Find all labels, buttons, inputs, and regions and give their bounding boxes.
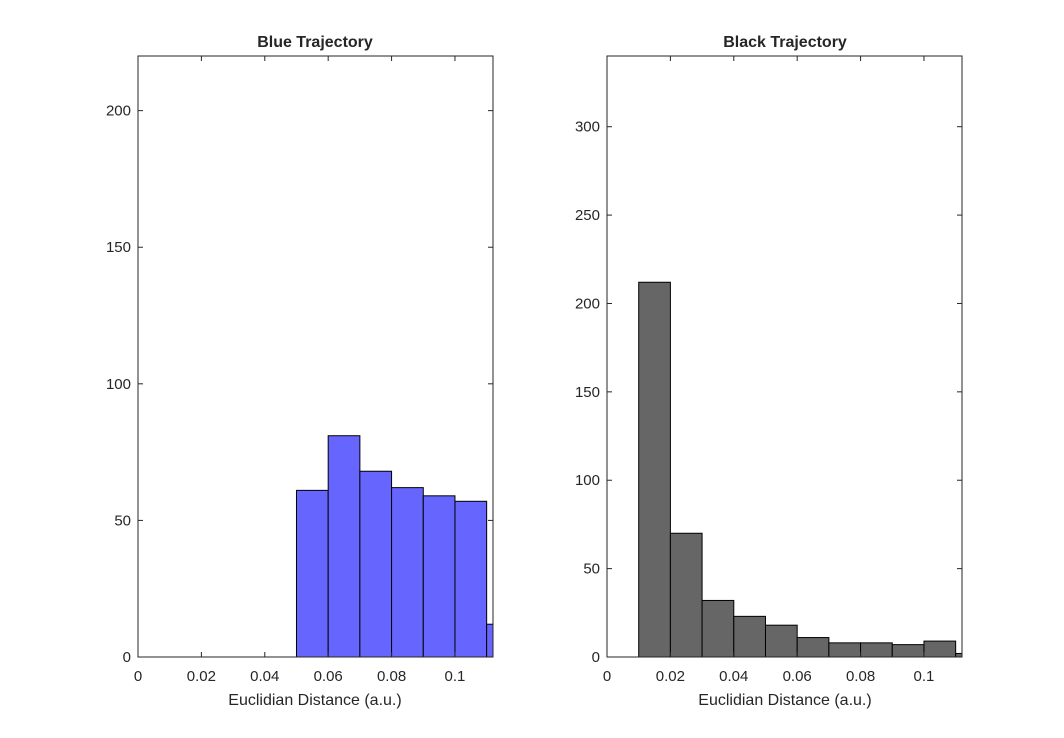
x-axis-label: Euclidian Distance (a.u.) [698, 692, 871, 709]
axes-box [137, 55, 494, 658]
chart-title: Blue Trajectory [257, 34, 373, 51]
histogram-bar [669, 532, 703, 657]
histogram-bar [891, 644, 925, 657]
x-tick-label: 0.04 [250, 668, 279, 685]
x-tick-label: 0 [134, 668, 142, 685]
y-tick-label: 150 [106, 239, 131, 256]
histogram-bar [359, 470, 393, 657]
x-tick-label: 0.08 [377, 668, 406, 685]
histogram-bar [454, 500, 488, 657]
bars [638, 281, 962, 657]
histogram-bar [295, 489, 329, 657]
x-tick-label: 0 [603, 668, 611, 685]
y-tick-label: 0 [123, 649, 131, 666]
y-tick-label: 150 [575, 384, 600, 401]
x-axis-label: Euclidian Distance (a.u.) [228, 692, 401, 709]
y-tick-label: 100 [106, 376, 131, 393]
histogram-bar [764, 624, 798, 657]
histogram-bar [327, 435, 361, 657]
x-tick-label: 0.1 [914, 668, 935, 685]
histogram-bar [796, 637, 830, 657]
histogram-bar [955, 652, 962, 657]
x-tick-label: 0.06 [783, 668, 812, 685]
histogram-bar [486, 623, 493, 657]
y-tick-label: 200 [106, 103, 131, 120]
blue-trajectory-histogram: Blue Trajectory Euclidian Distance (a.u.… [106, 34, 494, 709]
histogram-bar [860, 642, 893, 657]
y-tick-label: 50 [114, 512, 131, 529]
x-tick-label: 0.1 [445, 668, 466, 685]
histogram-bar [701, 599, 735, 657]
histogram-bar [733, 615, 766, 657]
x-tick-label: 0.02 [187, 668, 216, 685]
y-tick-label: 300 [575, 119, 600, 136]
histogram-bar [923, 640, 957, 657]
histogram-bar [828, 642, 862, 657]
x-tick-label: 0.06 [314, 668, 343, 685]
chart-title: Black Trajectory [723, 34, 847, 51]
histogram-bar [422, 495, 456, 657]
x-tick-label: 0.04 [719, 668, 748, 685]
y-tick-label: 250 [575, 207, 600, 224]
y-tick-label: 200 [575, 295, 600, 312]
black-trajectory-histogram: Black Trajectory Euclidian Distance (a.u… [575, 34, 963, 709]
histogram-bar [638, 281, 671, 657]
bars [295, 435, 493, 657]
y-tick-label: 50 [583, 561, 600, 578]
y-tick-label: 0 [592, 649, 600, 666]
y-tick-label: 100 [575, 472, 600, 489]
axes-box [606, 55, 963, 658]
x-tick-label: 0.08 [846, 668, 875, 685]
histogram-bar [391, 487, 424, 657]
x-tick-label: 0.02 [656, 668, 685, 685]
